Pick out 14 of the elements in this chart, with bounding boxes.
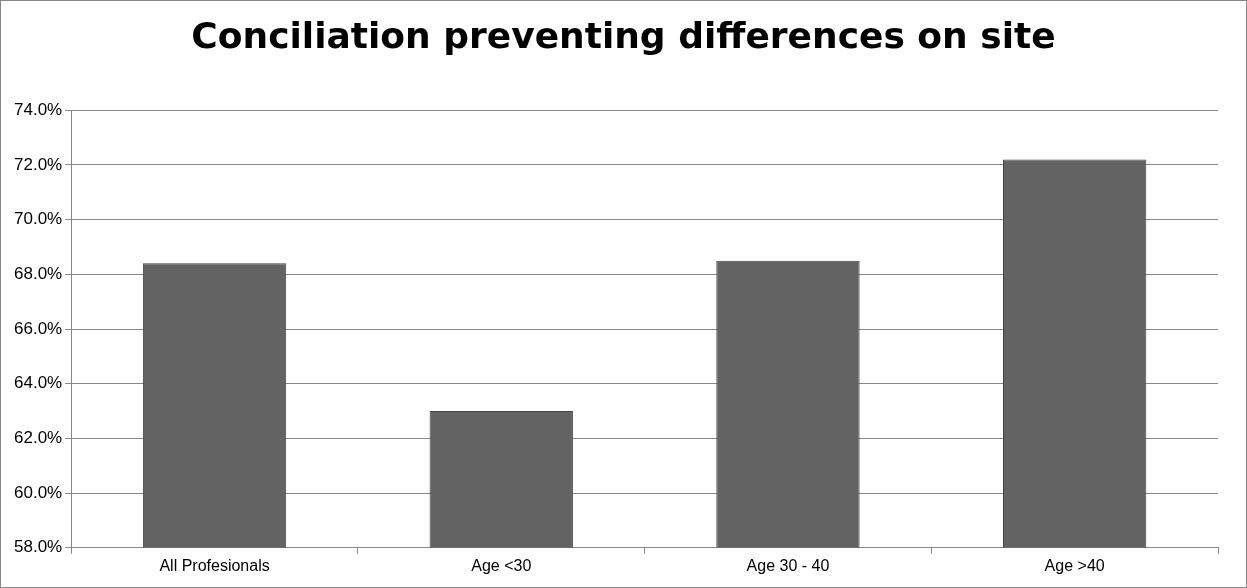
chart-title: Conciliation preventing differences on site <box>190 15 1057 56</box>
y-tick-label: 66.0% <box>14 318 63 338</box>
y-tick-label: 64.0% <box>14 373 63 393</box>
x-tick-label: Age >40 <box>1044 556 1105 574</box>
y-tick-label: 74.0% <box>14 99 63 119</box>
x-tick-label: All Profesionals <box>159 556 270 574</box>
y-tick-label: 62.0% <box>14 428 63 448</box>
y-tick-label: 70.0% <box>14 209 63 229</box>
y-tick-label: 58.0% <box>14 537 63 557</box>
x-tick-label: Age 30 - 40 <box>746 556 830 574</box>
y-tick-label: 68.0% <box>14 263 63 283</box>
x-tick-label: Age <30 <box>471 556 532 574</box>
y-tick-label: 60.0% <box>14 482 63 502</box>
y-tick-label: 72.0% <box>14 154 63 174</box>
